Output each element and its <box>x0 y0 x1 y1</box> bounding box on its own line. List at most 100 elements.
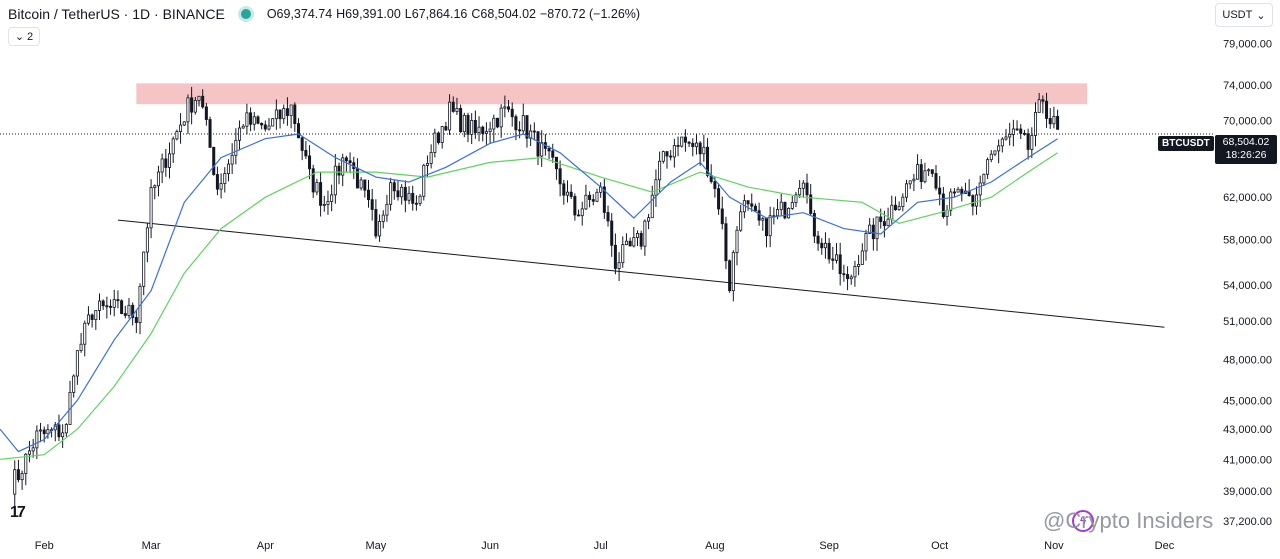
y-tick-label: 37,200.00 <box>1223 516 1272 528</box>
candle-down <box>57 424 61 438</box>
x-tick-label: Aug <box>705 540 725 552</box>
candle-up <box>31 447 35 452</box>
candle-down <box>260 122 264 126</box>
candle-down <box>562 183 566 196</box>
lightning-bolt-icon: ϟ <box>1072 510 1094 532</box>
candle-down <box>960 188 964 194</box>
candle-up <box>499 107 503 128</box>
candle-up <box>643 220 647 247</box>
candle-down <box>300 137 304 151</box>
y-tick-label: 45,000.00 <box>1223 395 1272 407</box>
candle-up <box>267 125 271 130</box>
candle-up <box>886 218 890 227</box>
candle-down <box>1045 100 1049 119</box>
candle-down <box>392 182 396 192</box>
candle-up <box>389 182 393 205</box>
candle-down <box>525 115 529 139</box>
x-tick-label: May <box>365 540 386 552</box>
candle-down <box>934 173 938 189</box>
candle-down <box>105 305 109 308</box>
candle-down <box>724 223 728 262</box>
candle-up <box>632 237 636 247</box>
candle-down <box>558 168 562 185</box>
indicators-toggle-button[interactable]: ⌄ 2 <box>8 27 40 46</box>
resistance-zone <box>136 83 1088 105</box>
candle-up <box>997 145 1001 152</box>
candle-up <box>540 142 544 157</box>
candle-down <box>363 179 367 191</box>
candle-up <box>271 118 275 127</box>
x-tick-label: Dec <box>1155 540 1175 552</box>
candle-down <box>750 203 754 207</box>
candle-up <box>927 169 931 172</box>
candle-down <box>208 119 212 148</box>
candle-up <box>400 186 404 198</box>
candle-down <box>706 146 710 176</box>
candle-up <box>731 252 735 292</box>
candle-down <box>628 240 632 247</box>
candle-up <box>908 180 912 185</box>
candle-up <box>654 179 658 196</box>
candle-down <box>212 146 216 175</box>
candle-up <box>440 126 444 143</box>
candle-up <box>890 204 894 220</box>
candle-down <box>728 260 732 292</box>
candle-up <box>359 179 363 189</box>
candle-up <box>650 194 654 219</box>
candle-up <box>923 170 927 183</box>
candle-up <box>857 264 861 267</box>
candle-down <box>459 108 463 133</box>
candle-up <box>779 201 783 210</box>
candle-up <box>1011 128 1015 135</box>
candle-down <box>1026 133 1030 150</box>
candle-down <box>1019 128 1023 134</box>
candle-up <box>27 450 31 455</box>
candle-down <box>838 254 842 275</box>
candle-up <box>658 160 662 181</box>
candle-down <box>123 313 127 316</box>
candle-down <box>532 130 536 133</box>
candle-down <box>827 242 831 260</box>
candle-up <box>381 214 385 222</box>
currency-selector[interactable]: USDT ⌄ <box>1215 3 1273 27</box>
candle-up <box>46 429 50 435</box>
candle-up <box>949 191 953 211</box>
open-value: O69,374.74 <box>266 7 333 21</box>
ohlc-values: O69,374.74 H69,391.00 L67,864.16 C68,504… <box>267 7 640 21</box>
candle-up <box>905 183 909 198</box>
candle-up <box>72 375 76 393</box>
candle-down <box>466 114 470 135</box>
candle-up <box>680 136 684 147</box>
candle-down <box>510 108 514 118</box>
candle-up <box>429 152 433 164</box>
candle-down <box>215 174 219 190</box>
candle-up <box>160 158 164 173</box>
candle-down <box>164 158 168 168</box>
ema-slow-line <box>0 152 1058 460</box>
candle-up <box>142 251 146 287</box>
ema-fast-line <box>0 133 1058 453</box>
candle-down <box>344 157 348 162</box>
symbol-price-tag: BTCUSDT <box>1158 136 1214 151</box>
candle-down <box>547 148 551 152</box>
candle-up <box>768 215 772 237</box>
candle-up <box>20 473 24 481</box>
candle-up <box>761 218 765 221</box>
candle-up <box>982 173 986 184</box>
y-tick-label: 39,000.00 <box>1223 486 1272 498</box>
y-tick-label: 79,000.00 <box>1223 39 1272 51</box>
tradingview-logo[interactable]: 17 <box>10 504 26 521</box>
candle-up <box>462 114 466 133</box>
chart-header: Bitcoin / TetherUS · 1D · BINANCE O69,37… <box>8 4 640 24</box>
y-tick-label: 43,000.00 <box>1223 424 1272 436</box>
candle-up <box>492 117 496 130</box>
candle-down <box>698 142 702 155</box>
candle-up <box>1052 115 1056 125</box>
candle-up <box>223 173 227 184</box>
candle-down <box>337 165 341 176</box>
y-tick-label: 58,000.00 <box>1223 234 1272 246</box>
symbol-title[interactable]: Bitcoin / TetherUS · 1D · BINANCE <box>8 6 225 22</box>
candle-down <box>665 151 669 157</box>
candle-down <box>610 220 614 246</box>
